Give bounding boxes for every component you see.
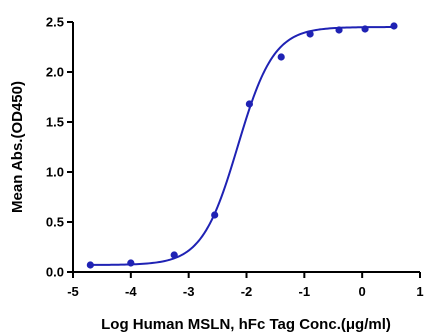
x-axis-title: Log Human MSLN, hFc Tag Conc.(μg/ml) — [101, 316, 391, 333]
x-tick-label: -3 — [183, 284, 195, 299]
data-point — [211, 211, 219, 219]
y-tick-label: 2.5 — [46, 15, 64, 30]
y-axis: 0.0 0.5 1.0 1.5 2.0 2.5 — [46, 15, 74, 280]
fit-curve — [90, 26, 394, 266]
data-point — [86, 261, 94, 269]
y-tick-label: 0.5 — [46, 215, 64, 230]
x-tick-label: -1 — [299, 284, 311, 299]
data-point — [277, 53, 285, 61]
y-tick-label: 1.0 — [46, 165, 64, 180]
y-tick-label: 0.0 — [46, 265, 64, 280]
x-tick-label: -4 — [125, 284, 137, 299]
data-point — [335, 26, 343, 34]
x-axis: -5 -4 -3 -2 -1 0 1 — [67, 271, 424, 299]
data-point — [245, 100, 253, 108]
y-axis-ticks: 0.0 0.5 1.0 1.5 2.0 2.5 — [46, 15, 73, 280]
y-axis-title: Mean Abs.(OD450) — [9, 81, 26, 213]
data-point — [306, 30, 314, 38]
y-tick-label: 1.5 — [46, 115, 64, 130]
data-point — [361, 25, 369, 33]
x-tick-label: -5 — [67, 284, 79, 299]
x-axis-ticks: -5 -4 -3 -2 -1 0 1 — [67, 272, 424, 299]
x-tick-label: 1 — [416, 284, 423, 299]
x-tick-label: -2 — [241, 284, 253, 299]
data-points — [86, 22, 398, 269]
x-tick-label: 0 — [359, 284, 366, 299]
data-point — [390, 22, 398, 30]
y-tick-label: 2.0 — [46, 65, 64, 80]
data-point — [127, 259, 135, 267]
data-point — [170, 251, 178, 259]
